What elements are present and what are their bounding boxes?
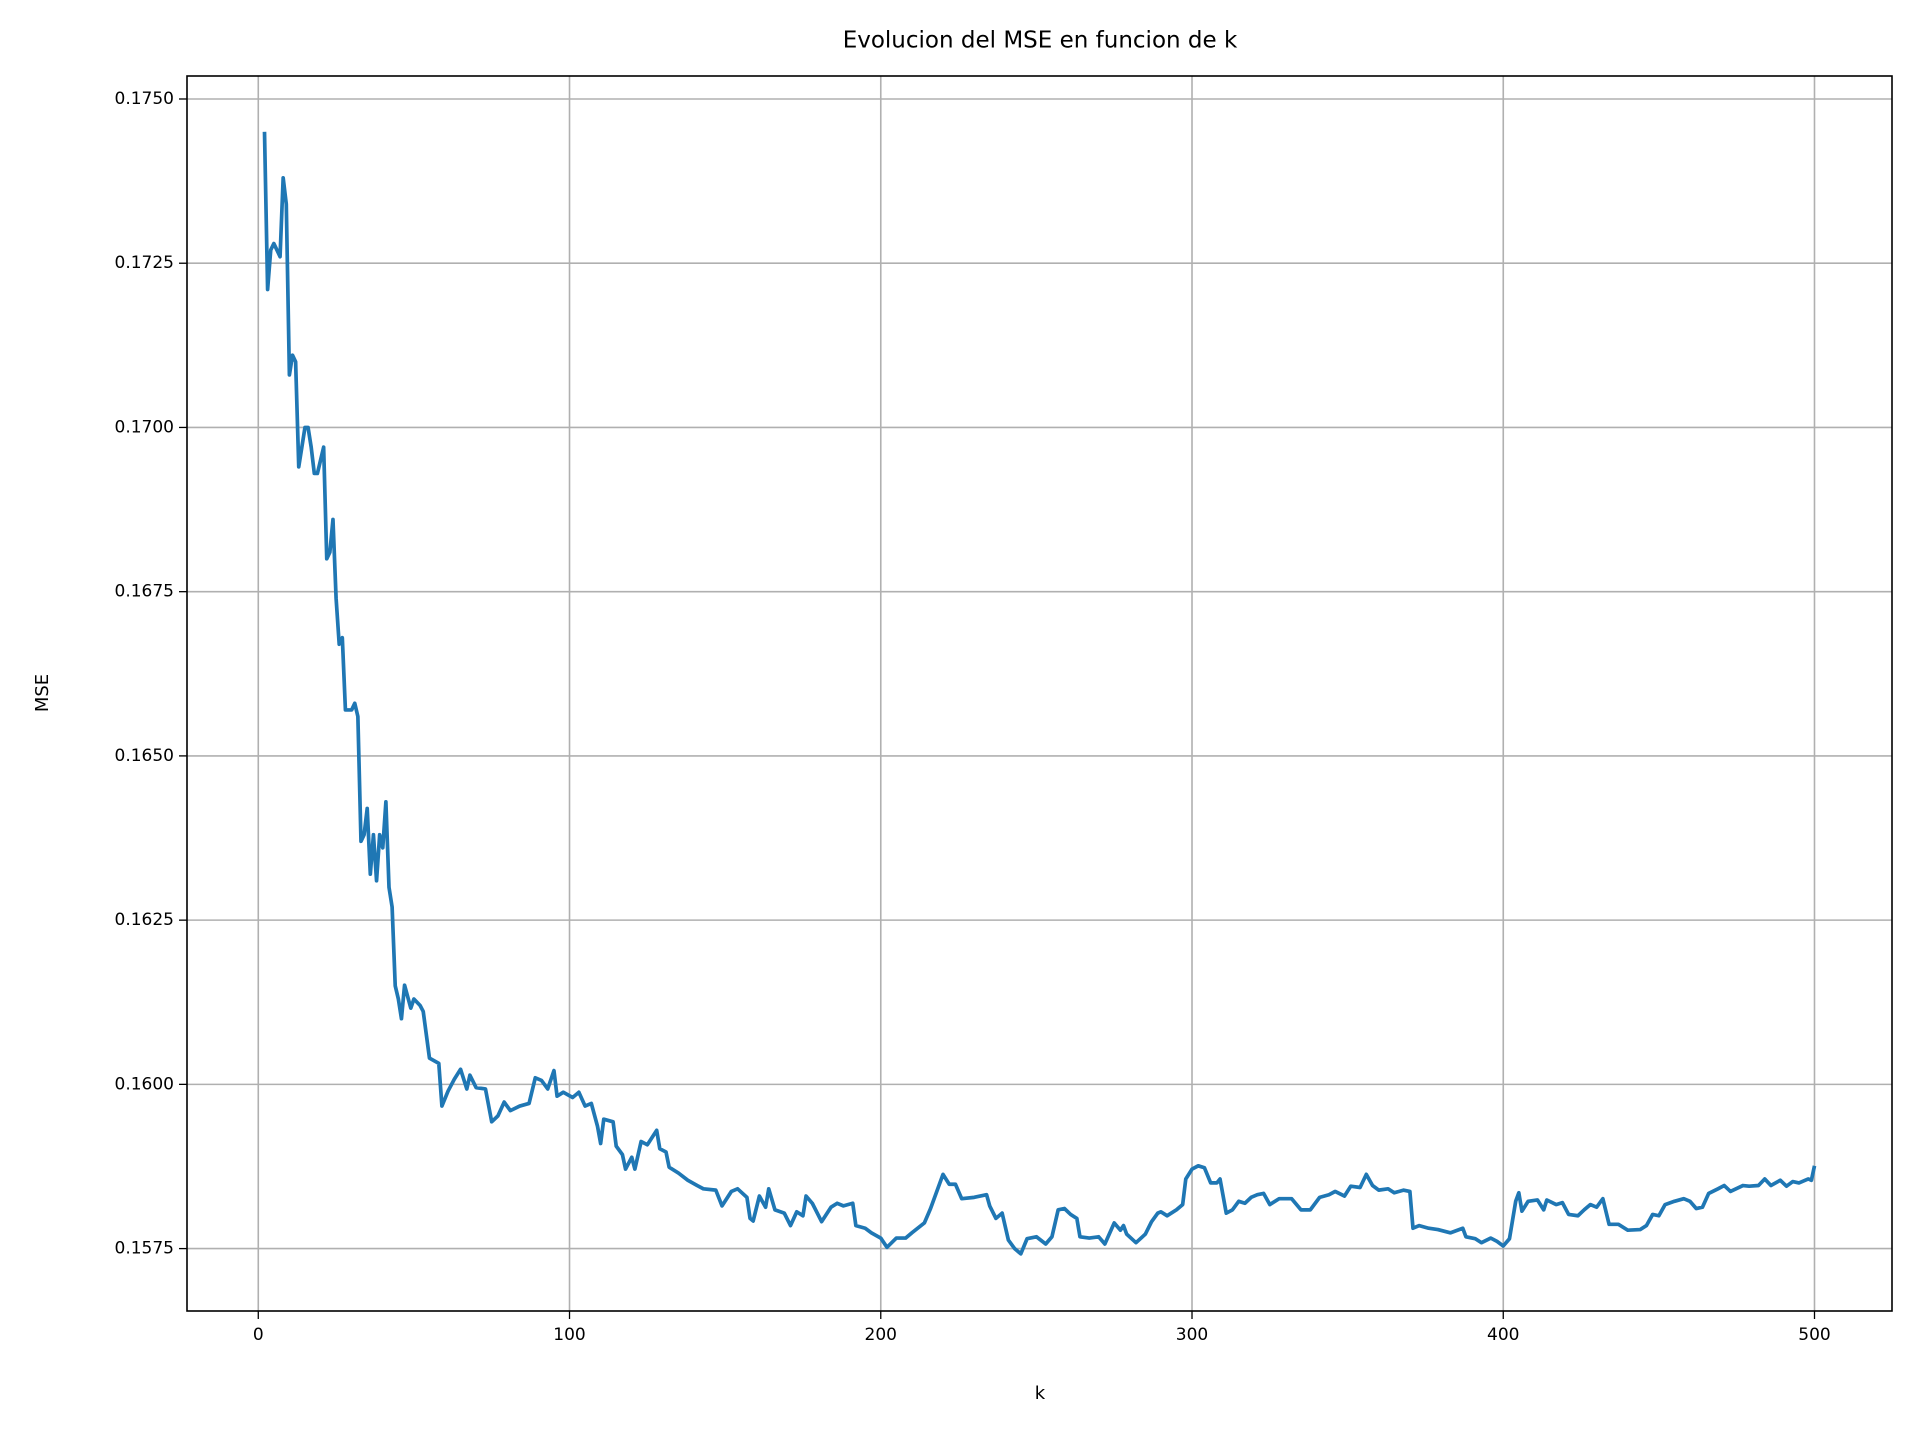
y-tick-label: 0.1650 — [115, 746, 174, 766]
chart-title: Evolucion del MSE en funcion de k — [843, 28, 1238, 54]
y-tick-label: 0.1625 — [115, 910, 174, 930]
y-tick-label: 0.1600 — [115, 1074, 174, 1094]
x-tick-label: 100 — [553, 1325, 585, 1345]
x-tick-label: 300 — [1176, 1325, 1208, 1345]
x-tick-label: 500 — [1798, 1325, 1830, 1345]
y-tick-label: 0.1725 — [115, 253, 174, 273]
y-tick-label: 0.1700 — [115, 417, 174, 437]
y-tick-label: 0.1750 — [115, 89, 174, 109]
x-tick-label: 400 — [1487, 1325, 1519, 1345]
x-tick-label: 0 — [253, 1325, 264, 1345]
plot-frame — [186, 75, 1893, 1312]
x-axis-label: k — [1035, 1383, 1046, 1404]
y-axis-label: MSE — [32, 674, 53, 712]
x-tick-label: 200 — [865, 1325, 897, 1345]
y-tick-label: 0.1675 — [115, 582, 174, 602]
y-tick-label: 0.1575 — [115, 1239, 174, 1259]
data-line — [262, 131, 1817, 1256]
